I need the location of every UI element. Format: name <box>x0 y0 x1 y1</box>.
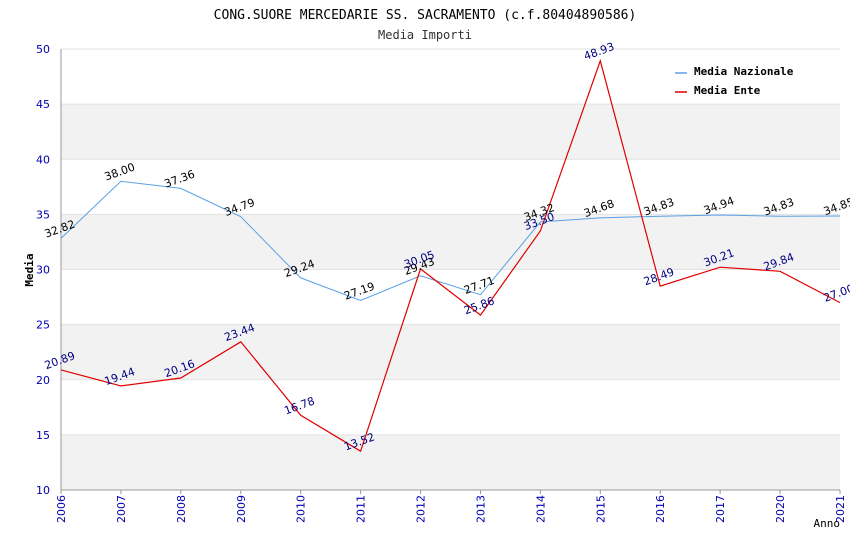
legend: Media Nazionale Media Ente <box>669 60 810 102</box>
legend-box <box>669 60 810 102</box>
x-tick-label: 2011 <box>355 495 368 523</box>
y-tick-label: 45 <box>36 98 50 111</box>
y-tick-label: 15 <box>36 429 50 442</box>
y-tick-label: 20 <box>36 374 50 387</box>
series-line-media-ente <box>60 58 841 453</box>
data-label: 27.71 <box>462 274 496 297</box>
x-tick-label: 2020 <box>774 495 787 523</box>
x-tick-labels: 2006 2007 2008 2009 2010 2011 2012 2013 2014 2015… <box>55 495 847 523</box>
background-band <box>61 434 840 490</box>
x-tick-label: 2013 <box>474 495 487 523</box>
gridlines <box>61 48 840 491</box>
data-label: 27.19 <box>342 280 376 303</box>
y-tick-label: 30 <box>36 264 50 277</box>
legend-label-nazionale: Media Nazionale <box>694 65 794 78</box>
data-label: 34.94 <box>702 194 736 217</box>
x-tick-label: 2017 <box>714 495 727 523</box>
y-tick-labels: 10 15 20 25 30 35 40 45 50 <box>36 43 50 497</box>
y-tick-label: 50 <box>36 43 50 56</box>
x-tick-label: 2021 <box>834 495 847 523</box>
background-bands <box>61 104 840 490</box>
x-tick-label: 2016 <box>654 495 667 523</box>
y-tick-label: 25 <box>36 319 50 332</box>
chart-subtitle: Media Importi <box>378 28 472 42</box>
x-tick-label: 2006 <box>55 495 68 523</box>
x-tick-label: 2010 <box>295 495 308 523</box>
background-band <box>61 104 840 160</box>
data-label: 48.93 <box>582 40 616 63</box>
y-tick-label: 35 <box>36 208 50 221</box>
y-tick-label: 10 <box>36 484 50 497</box>
data-label: 27.00 <box>822 282 850 305</box>
axes <box>60 49 841 494</box>
y-tick-label: 40 <box>36 153 50 166</box>
data-label: 38.00 <box>103 161 137 184</box>
series-line-media-nazionale <box>60 180 841 302</box>
x-tick-label: 2014 <box>534 495 547 523</box>
x-tick-label: 2012 <box>415 495 428 523</box>
series-lines <box>60 58 841 453</box>
chart-title: CONG.SUORE MERCEDARIE SS. SACRAMENTO (c.… <box>214 8 637 23</box>
x-tick-label: 2015 <box>594 495 607 523</box>
legend-label-ente: Media Ente <box>694 84 761 97</box>
background-band <box>61 214 840 270</box>
x-tick-label: 2007 <box>115 495 128 523</box>
background-band <box>61 324 840 380</box>
data-label: 37.36 <box>163 168 197 191</box>
y-axis-label: Media <box>23 253 36 286</box>
x-axis-label: Anno <box>814 517 841 530</box>
x-tick-label: 2008 <box>175 495 188 523</box>
x-tick-label: 2009 <box>235 495 248 523</box>
